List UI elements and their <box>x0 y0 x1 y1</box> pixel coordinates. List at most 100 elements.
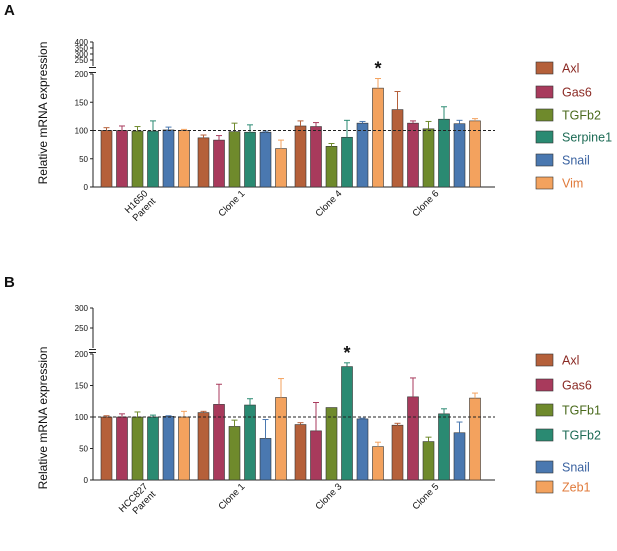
bar <box>197 412 210 481</box>
legend-label: TGFb2 <box>562 429 601 443</box>
legend-swatch <box>535 176 554 190</box>
bar <box>162 129 175 188</box>
bar <box>116 416 128 481</box>
y-tick-label: 50 <box>79 155 88 164</box>
bar <box>294 424 307 481</box>
legend-swatch <box>535 353 554 367</box>
bar <box>372 87 384 188</box>
y-tick-label: 300 <box>75 50 89 59</box>
bar <box>391 109 404 188</box>
category-label-line: Clone 5 <box>410 481 441 512</box>
legend-label: Vim <box>562 177 583 191</box>
category-label: Clone 6 <box>410 188 441 219</box>
bar <box>213 404 225 481</box>
bar <box>131 130 144 188</box>
bar <box>356 122 369 188</box>
category-label: Clone 3 <box>313 481 344 512</box>
bar <box>294 125 307 188</box>
legend-label: Axl <box>562 62 579 76</box>
bar <box>244 131 256 188</box>
legend-swatch <box>535 460 554 474</box>
bar <box>100 416 113 481</box>
panel-a: A Relative mRNA expression 0 50 100 150 200 250… <box>4 2 612 224</box>
y-tick-label: 150 <box>75 382 89 391</box>
panel-letter: A <box>4 2 15 19</box>
bar <box>147 130 159 188</box>
legend-swatch <box>535 61 554 75</box>
y-tick-label: 300 <box>75 304 89 313</box>
legend-label: Gas6 <box>562 379 592 393</box>
legend-swatch <box>535 130 554 144</box>
category-label-line: Clone 6 <box>410 188 441 219</box>
bar <box>356 418 369 481</box>
legend-label: Serpine1 <box>562 131 612 145</box>
bar <box>259 438 272 481</box>
legend-swatch <box>535 403 554 417</box>
category-label: Clone 1 <box>216 188 247 219</box>
legend-swatch <box>535 108 554 122</box>
category-label-line: Clone 4 <box>313 188 344 219</box>
y-tick-label: 250 <box>75 56 89 65</box>
legend-label: Snail <box>562 154 590 168</box>
legend-label: Zeb1 <box>562 481 591 495</box>
legend-label: TGFb1 <box>562 404 601 418</box>
legend-label: Axl <box>562 354 579 368</box>
category-label: Clone 4 <box>313 188 344 219</box>
y-tick-label: 400 <box>75 38 89 47</box>
bar <box>131 416 144 481</box>
category-label: Clone 1 <box>216 481 247 512</box>
bar <box>325 407 338 481</box>
category-label: H1650Parent <box>123 188 159 224</box>
bar <box>310 126 322 188</box>
bar <box>422 441 435 481</box>
category-label-line: Clone 1 <box>216 188 247 219</box>
y-tick-label: 350 <box>75 44 89 53</box>
category-label: HCC827Parent <box>117 481 159 523</box>
bar <box>391 424 404 481</box>
bar <box>438 118 450 188</box>
y-tick-label: 200 <box>75 350 89 359</box>
legend-label: TGFb2 <box>562 109 601 123</box>
panel-b: B Relative mRNA expression 0 50 100 150 200 250… <box>4 274 601 523</box>
category-label-line: Clone 1 <box>216 481 247 512</box>
bar <box>325 146 338 188</box>
bar <box>438 413 450 481</box>
legend-swatch <box>535 85 554 99</box>
y-tick-label: 100 <box>75 127 89 136</box>
bar <box>341 366 353 481</box>
bar <box>407 396 419 481</box>
category-label: Clone 5 <box>410 481 441 512</box>
bar <box>453 432 466 481</box>
bar <box>228 426 241 481</box>
legend-label: Gas6 <box>562 86 592 100</box>
bar <box>422 128 435 188</box>
bar <box>275 148 287 188</box>
bar <box>178 130 190 188</box>
y-tick-label: 150 <box>75 98 89 107</box>
panel-letter: B <box>4 274 15 291</box>
significance-star: * <box>343 343 350 363</box>
legend-swatch <box>535 428 554 442</box>
y-tick-label: 200 <box>75 70 89 79</box>
legend-label: Snail <box>562 461 590 475</box>
bar <box>372 446 384 481</box>
bar <box>228 131 241 188</box>
bar <box>310 430 322 481</box>
bar <box>197 137 210 188</box>
y-axis-label: Relative mRNA expression <box>36 347 50 490</box>
bar <box>407 122 419 188</box>
legend-swatch <box>535 480 554 494</box>
y-tick-label: 250 <box>75 324 89 333</box>
bar <box>259 131 272 188</box>
bar <box>162 416 175 481</box>
bar <box>116 130 128 188</box>
y-axis-label: Relative mRNA expression <box>36 42 50 185</box>
bar <box>213 139 225 188</box>
y-tick-label: 50 <box>79 445 88 454</box>
legend-swatch <box>535 153 554 167</box>
bar <box>341 136 353 188</box>
y-tick-label: 0 <box>84 476 89 485</box>
significance-star: * <box>374 59 381 79</box>
bar <box>100 130 113 188</box>
